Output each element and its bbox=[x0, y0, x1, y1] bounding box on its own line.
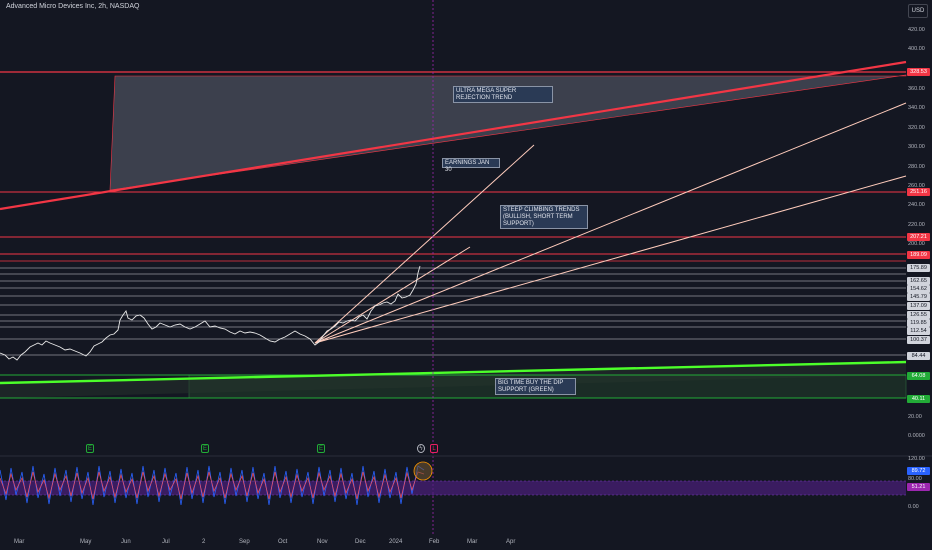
price-tick: 20.00 bbox=[908, 414, 922, 420]
price-tick: 240.00 bbox=[908, 202, 925, 208]
price-tick: 340.00 bbox=[908, 105, 925, 111]
currency-selector[interactable]: USD bbox=[908, 4, 928, 18]
support-trend-fill bbox=[0, 362, 906, 398]
time-tick: Jun bbox=[121, 539, 131, 545]
time-tick: Apr bbox=[506, 539, 516, 545]
price-label: 100.37 bbox=[907, 336, 930, 344]
price-label: 64.08 bbox=[907, 372, 930, 380]
price-label: 126.55 bbox=[907, 311, 930, 319]
price-label: 189.09 bbox=[907, 251, 930, 259]
price-label: 328.53 bbox=[907, 68, 930, 76]
osc-value-label: 51.21 bbox=[907, 483, 930, 491]
time-tick: Nov bbox=[317, 539, 328, 545]
time-tick: May bbox=[80, 539, 92, 545]
white-levels bbox=[0, 267, 906, 356]
time-tick: Mar bbox=[14, 539, 25, 545]
osc-value-label: 89.72 bbox=[907, 467, 930, 475]
dividend-event-icon[interactable]: L bbox=[430, 444, 438, 453]
annotation-earnings[interactable]: EARNINGS JAN 30 bbox=[442, 158, 500, 173]
earnings-event-icon[interactable]: E bbox=[317, 444, 325, 453]
price-label: 145.79 bbox=[907, 293, 930, 301]
price-label: 162.65 bbox=[907, 277, 930, 285]
price-label: 251.16 bbox=[907, 188, 930, 196]
osc-tick: 0.00 bbox=[908, 504, 919, 510]
time-tick: Mar bbox=[467, 539, 478, 545]
lightning-event-icon[interactable]: ϟ bbox=[417, 444, 425, 453]
earnings-event-icon[interactable]: E bbox=[201, 444, 209, 453]
annotation-rejection-trend[interactable]: ULTRA MEGA SUPER REJECTION TREND bbox=[453, 86, 553, 103]
price-tick: 220.00 bbox=[908, 222, 925, 228]
oscillator-d-line bbox=[0, 471, 425, 500]
bullish-trendlines[interactable] bbox=[314, 102, 907, 344]
time-tick: Jul bbox=[162, 539, 170, 545]
price-tick: 400.00 bbox=[908, 46, 925, 52]
osc-tick: 80.00 bbox=[908, 476, 922, 482]
rejection-trendline[interactable] bbox=[0, 60, 907, 211]
time-tick: 2 bbox=[202, 539, 206, 545]
price-label: 84.44 bbox=[907, 352, 930, 360]
time-tick: Oct bbox=[278, 539, 288, 545]
price-tick: 360.00 bbox=[908, 86, 925, 92]
price-tick: 280.00 bbox=[908, 164, 925, 170]
price-line bbox=[0, 265, 421, 361]
time-tick: Feb bbox=[429, 539, 440, 545]
price-label: 119.85 bbox=[907, 319, 930, 327]
rejection-zone bbox=[109, 74, 907, 191]
price-tick: 200.00 bbox=[908, 241, 925, 247]
chart-title: Advanced Micro Devices Inc, 2h, NASDAQ bbox=[6, 3, 140, 10]
price-label: 112.54 bbox=[907, 327, 930, 335]
price-tick: 0.0000 bbox=[908, 433, 925, 439]
support-trendline[interactable] bbox=[0, 360, 907, 385]
price-label: 137.09 bbox=[907, 302, 930, 310]
price-label: 154.62 bbox=[907, 285, 930, 293]
time-tick: Dec bbox=[355, 539, 366, 545]
annotation-steep-trends[interactable]: STEEP CLIMBING TRENDS (BULLISH, SHORT TE… bbox=[500, 205, 588, 229]
time-tick: 2024 bbox=[389, 539, 403, 545]
price-label: 207.21 bbox=[907, 233, 930, 241]
price-tick: 420.00 bbox=[908, 27, 925, 33]
time-tick: Sep bbox=[239, 539, 250, 545]
earnings-event-icon[interactable]: E bbox=[86, 444, 94, 453]
annotation-buy-the-dip[interactable]: BIG TIME BUY THE DIP SUPPORT (GREEN) bbox=[495, 378, 576, 395]
price-tick: 260.00 bbox=[908, 183, 925, 189]
price-label: 175.89 bbox=[907, 264, 930, 272]
price-label: 40.11 bbox=[907, 395, 930, 403]
osc-tick: 120.00 bbox=[908, 456, 925, 462]
oscillator-highlight[interactable] bbox=[413, 461, 433, 481]
price-tick: 320.00 bbox=[908, 125, 925, 131]
price-tick: 300.00 bbox=[908, 144, 925, 150]
